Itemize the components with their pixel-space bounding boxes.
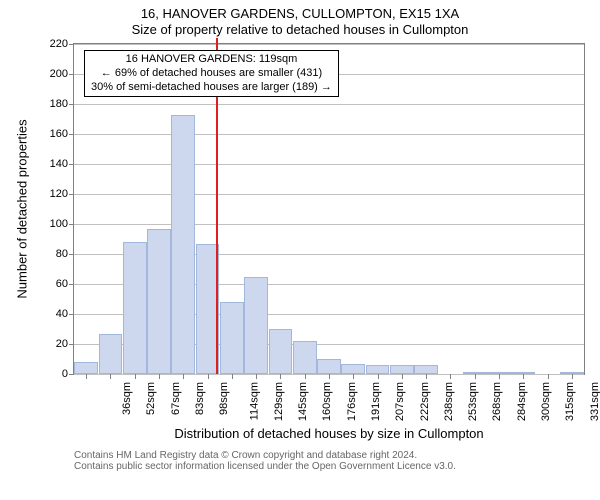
x-axis-label: Distribution of detached houses by size …: [174, 426, 483, 441]
y-tick-label: 0: [62, 368, 74, 380]
gridline: [74, 164, 584, 165]
footer-line-1: Contains HM Land Registry data © Crown c…: [74, 450, 456, 461]
x-tick-mark: [523, 374, 524, 379]
gridline: [74, 104, 584, 105]
bar: [147, 229, 171, 375]
x-tick-mark: [159, 374, 160, 379]
x-tick-mark: [280, 374, 281, 379]
y-tick-label: 40: [56, 308, 74, 320]
x-tick-label: 176sqm: [346, 380, 358, 421]
annotation-line-3: 30% of semi-detached houses are larger (…: [91, 81, 332, 95]
x-tick-mark: [256, 374, 257, 379]
x-tick-label: 129sqm: [273, 380, 285, 421]
x-tick-mark: [450, 374, 451, 379]
x-tick-mark: [110, 374, 111, 379]
x-tick-mark: [135, 374, 136, 379]
gridline: [74, 44, 584, 45]
x-tick-mark: [232, 374, 233, 379]
x-tick-label: 52sqm: [145, 380, 157, 415]
y-tick-label: 60: [56, 278, 74, 290]
x-tick-label: 284sqm: [516, 380, 528, 421]
x-tick-label: 315sqm: [564, 380, 576, 421]
bar: [171, 115, 195, 375]
annotation-box: 16 HANOVER GARDENS: 119sqm← 69% of detac…: [84, 50, 339, 97]
x-tick-label: 300sqm: [540, 380, 552, 421]
footer-line-2: Contains public sector information licen…: [74, 461, 456, 472]
histogram-chart: 02040608010012014016018020022036sqm52sqm…: [74, 44, 584, 374]
annotation-line-2: ← 69% of detached houses are smaller (43…: [91, 67, 332, 81]
bar: [99, 334, 123, 375]
bar: [341, 364, 365, 375]
footer: Contains HM Land Registry data © Crown c…: [74, 450, 456, 472]
title-line-2: Size of property relative to detached ho…: [0, 22, 600, 38]
x-tick-mark: [329, 374, 330, 379]
x-tick-label: 114sqm: [248, 380, 260, 420]
x-tick-mark: [499, 374, 500, 379]
x-tick-label: 268sqm: [492, 380, 504, 421]
y-tick-label: 80: [56, 248, 74, 260]
gridline: [74, 224, 584, 225]
x-tick-mark: [86, 374, 87, 379]
x-tick-mark: [475, 374, 476, 379]
bar: [74, 362, 98, 374]
x-tick-label: 67sqm: [170, 380, 182, 415]
x-tick-mark: [402, 374, 403, 379]
x-tick-label: 160sqm: [322, 380, 334, 421]
y-tick-label: 120: [50, 188, 74, 200]
bar: [293, 341, 317, 374]
gridline: [74, 134, 584, 135]
x-tick-label: 253sqm: [467, 380, 479, 421]
x-tick-label: 98sqm: [218, 380, 230, 415]
gridline: [74, 194, 584, 195]
x-tick-mark: [378, 374, 379, 379]
bar: [317, 359, 341, 374]
title-line-1: 16, HANOVER GARDENS, CULLOMPTON, EX15 1X…: [0, 6, 600, 22]
y-tick-label: 180: [50, 98, 74, 110]
y-tick-label: 140: [50, 158, 74, 170]
annotation-line-1: 16 HANOVER GARDENS: 119sqm: [91, 53, 332, 67]
bar: [123, 242, 147, 374]
bar: [390, 365, 414, 374]
bar: [220, 302, 244, 374]
y-tick-label: 160: [50, 128, 74, 140]
x-tick-mark: [305, 374, 306, 379]
x-tick-label: 145sqm: [297, 380, 309, 421]
x-tick-label: 222sqm: [419, 380, 431, 421]
x-tick-mark: [426, 374, 427, 379]
x-tick-mark: [208, 374, 209, 379]
y-tick-label: 200: [50, 68, 74, 80]
bar: [269, 329, 293, 374]
title-block: 16, HANOVER GARDENS, CULLOMPTON, EX15 1X…: [0, 0, 600, 39]
x-tick-mark: [353, 374, 354, 379]
x-tick-label: 207sqm: [394, 380, 406, 421]
y-axis-label: Number of detached properties: [15, 119, 30, 298]
x-tick-label: 83sqm: [194, 380, 206, 415]
y-tick-label: 100: [50, 218, 74, 230]
y-tick-label: 220: [50, 38, 74, 50]
x-tick-label: 191sqm: [370, 380, 382, 421]
x-tick-mark: [548, 374, 549, 379]
bar: [244, 277, 268, 375]
bar: [414, 365, 438, 374]
bar: [366, 365, 390, 374]
x-tick-label: 238sqm: [443, 380, 455, 421]
x-tick-label: 331sqm: [589, 380, 600, 421]
x-tick-mark: [183, 374, 184, 379]
x-tick-mark: [572, 374, 573, 379]
x-tick-label: 36sqm: [121, 380, 133, 415]
y-tick-label: 20: [56, 338, 74, 350]
